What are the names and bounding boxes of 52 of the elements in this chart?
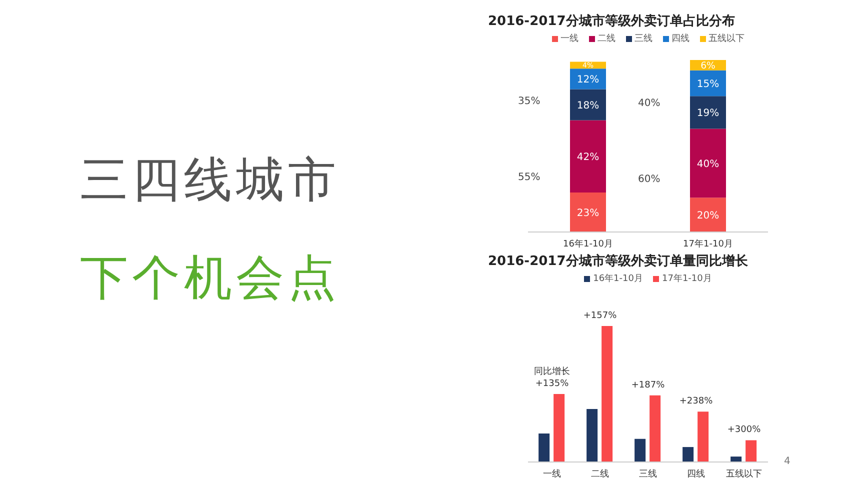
- bar: [690, 128, 726, 198]
- text: 4: [784, 456, 790, 467]
- legend-label: 二线: [596, 32, 616, 45]
- x-tick-label: 三线: [639, 468, 657, 478]
- bar: [554, 394, 565, 462]
- bar: [690, 70, 726, 96]
- data-label: 6%: [700, 60, 716, 72]
- legend-label: 三线: [634, 32, 652, 45]
- bar: [690, 96, 726, 129]
- bar: [730, 456, 742, 462]
- annotation: 55%: [518, 172, 540, 183]
- chart-title: 2016-2017分城市等级外卖订单占比分布: [488, 12, 736, 31]
- annotation: 同比增长 +135%: [534, 366, 570, 389]
- text: 三四线城市: [80, 151, 340, 210]
- x-tick-label: 一线: [543, 468, 561, 478]
- chart-title: 2016-2017分城市等级外卖订单量同比增长: [488, 252, 749, 271]
- data-label: 42%: [576, 152, 600, 163]
- bar: [634, 438, 646, 462]
- x-tick-label: 五线以下: [726, 468, 762, 478]
- bar: [538, 433, 550, 462]
- data-label: 40%: [696, 158, 720, 170]
- bar: [586, 408, 598, 462]
- annotation: +238%: [679, 396, 714, 407]
- annotation: +187%: [631, 380, 666, 390]
- data-label: 23%: [576, 208, 600, 219]
- bar: [650, 395, 661, 462]
- legend-label: 五线以下: [708, 32, 744, 45]
- text: 下个机会点: [80, 249, 340, 308]
- bar: [570, 120, 606, 192]
- bar: [570, 89, 606, 120]
- bar: [746, 440, 757, 462]
- annotation: +157%: [583, 311, 618, 321]
- legend-label: 四线: [670, 32, 690, 45]
- data-label: 12%: [576, 74, 600, 86]
- bar: [602, 326, 613, 462]
- annotation: 35%: [518, 96, 540, 107]
- annotation: 40%: [638, 98, 660, 109]
- legend-label: 一线: [560, 32, 578, 45]
- data-label: 20%: [696, 210, 720, 222]
- bar: [682, 447, 694, 462]
- bar: [570, 192, 606, 232]
- x-tick-label: 二线: [591, 468, 609, 478]
- legend-label: 17年1-10月: [661, 272, 712, 285]
- bar: [690, 198, 726, 232]
- legend-label: 16年1-10月: [592, 272, 643, 285]
- annotation: +300%: [727, 425, 762, 436]
- data-label: 19%: [696, 108, 720, 120]
- data-label: 15%: [696, 78, 720, 90]
- data-label: 18%: [576, 100, 600, 112]
- x-tick-label: 四线: [687, 468, 705, 478]
- annotation: 60%: [638, 174, 660, 185]
- bar: [698, 412, 709, 462]
